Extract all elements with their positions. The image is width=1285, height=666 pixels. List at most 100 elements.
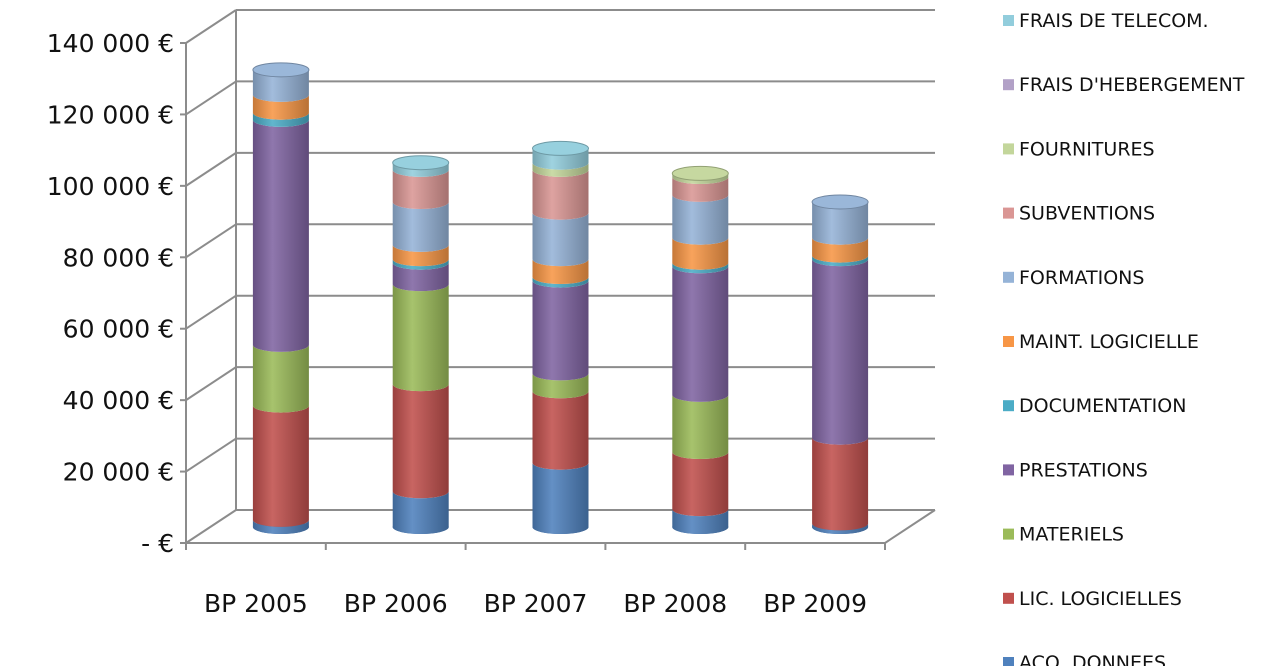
bar-top <box>532 140 589 156</box>
bar-top <box>392 155 450 171</box>
bar-segment <box>252 112 309 127</box>
gridline-side <box>185 9 237 44</box>
bar-stack <box>811 194 869 535</box>
bar-segment <box>672 266 729 402</box>
bar-segment <box>812 202 869 245</box>
x-tick-label: BP 2007 <box>484 589 588 618</box>
bar-segment <box>532 280 589 381</box>
y-tick-label: 60 000 € <box>63 315 174 344</box>
legend-item: LIC. LOGICIELLES <box>1003 588 1182 610</box>
legend-item: DOCUMENTATION <box>1003 395 1186 417</box>
y-tick-label: 40 000 € <box>63 386 174 415</box>
bar-segment <box>812 255 869 267</box>
bar-segment <box>532 462 589 535</box>
bar-segment <box>252 405 309 527</box>
bar-segment <box>812 523 869 535</box>
legend-label: DOCUMENTATION <box>1019 395 1186 417</box>
bar-segment <box>532 259 589 284</box>
bar-top <box>671 165 729 181</box>
legend: FRAIS DE TELECOM. FRAIS D'HEBERGEMENT FOUR… <box>1003 10 1245 666</box>
x-tick-label: BP 2008 <box>623 589 727 618</box>
bar-segment <box>812 259 869 445</box>
legend-swatch <box>1003 207 1014 219</box>
bar-segment <box>392 169 449 209</box>
y-tick-label: 100 000 € <box>47 172 174 201</box>
gridline-side <box>185 509 237 544</box>
gridline-side <box>185 223 237 259</box>
gridline-side <box>185 80 237 116</box>
bar-segment <box>672 452 729 517</box>
bar-segment <box>532 391 589 470</box>
bar-segment <box>672 509 729 535</box>
legend-label: PRESTATIONS <box>1019 459 1148 481</box>
legend-swatch <box>1003 657 1014 666</box>
bar-segment <box>812 237 869 263</box>
bar-segment <box>672 262 729 274</box>
floor-edge <box>884 509 936 544</box>
bar-segment <box>392 384 449 499</box>
legend-item: FRAIS D'HEBERGEMENT <box>1003 74 1245 96</box>
bar-segment <box>532 148 589 170</box>
bar-segment <box>392 284 449 392</box>
bar-segment <box>252 94 309 120</box>
legend-swatch <box>1003 464 1014 476</box>
bar-top <box>811 194 869 210</box>
legend-label: FORMATIONS <box>1019 267 1144 289</box>
gridline-side <box>185 294 237 330</box>
legend-item: SUBVENTIONS <box>1003 203 1155 225</box>
legend-label: LIC. LOGICIELLES <box>1019 588 1182 610</box>
bar-segment <box>532 277 589 288</box>
bar-segment <box>672 177 729 202</box>
legend-swatch <box>1003 79 1014 91</box>
x-tick-label: BP 2006 <box>344 589 448 618</box>
x-tick-label: BP 2005 <box>204 589 308 618</box>
legend-swatch <box>1003 271 1014 283</box>
legend-item: MATERIELS <box>1003 524 1124 546</box>
bar-segment <box>252 119 309 352</box>
legend-item: FRAIS DE TELECOM. <box>1003 10 1209 32</box>
gridline-side <box>185 152 237 187</box>
legend-swatch <box>1003 143 1014 155</box>
legend-label: ACQ. DONNEES <box>1019 652 1166 666</box>
bar-layer <box>252 62 869 535</box>
legend-item: PRESTATIONS <box>1003 459 1148 481</box>
bar-segment <box>672 173 729 184</box>
legend-item: MAINT. LOGICIELLE <box>1003 331 1199 353</box>
bar-segment <box>392 244 449 267</box>
y-tick-label: - € <box>141 529 174 558</box>
legend-item: ACQ. DONNEES <box>1003 652 1166 666</box>
axis-layer: - € 20 000 € 40 000 € 60 000 € 80 000 € 100 0… <box>47 29 936 618</box>
legend-label: SUBVENTIONS <box>1019 203 1155 225</box>
bar-segment <box>252 519 309 535</box>
bar-stack <box>392 155 450 535</box>
legend-swatch <box>1003 15 1014 26</box>
legend-swatch <box>1003 528 1014 540</box>
bar-segment <box>532 162 589 177</box>
bar-segment <box>532 373 589 399</box>
legend-label: FOURNITURES <box>1019 138 1155 160</box>
bar-segment <box>532 169 589 220</box>
y-tick-label: 120 000 € <box>47 100 174 129</box>
bar-stack <box>532 140 589 535</box>
gridline-side <box>185 366 237 401</box>
bar-stack <box>671 165 729 535</box>
y-tick-label: 140 000 € <box>47 29 174 58</box>
bar-segment <box>672 394 729 460</box>
legend-label: FRAIS DE TELECOM. <box>1019 10 1209 32</box>
bar-segment <box>672 194 729 245</box>
bar-segment <box>392 202 449 252</box>
bar-segment <box>392 262 449 292</box>
legend-item: FORMATIONS <box>1003 267 1144 289</box>
bar-segment <box>392 491 449 535</box>
legend-label: FRAIS D'HEBERGEMENT <box>1019 74 1245 96</box>
bar-segment <box>672 237 729 270</box>
y-tick-label: 20 000 € <box>63 458 174 487</box>
y-tick-label: 80 000 € <box>63 243 174 272</box>
gridline-side <box>185 437 237 473</box>
bar-segment <box>392 259 449 270</box>
legend-item: FOURNITURES <box>1003 138 1155 160</box>
legend-swatch <box>1003 336 1014 347</box>
bar-top <box>252 62 310 78</box>
legend-label: MATERIELS <box>1019 524 1124 546</box>
legend-label: MAINT. LOGICIELLE <box>1019 331 1199 353</box>
